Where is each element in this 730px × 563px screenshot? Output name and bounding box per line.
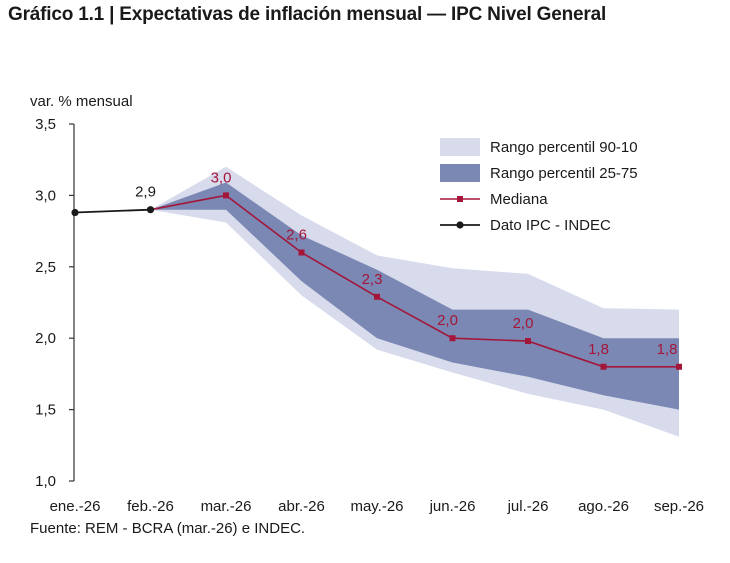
chart-source: Fuente: REM - BCRA (mar.-26) e INDEC. (30, 520, 306, 537)
data-label: 2,6 (286, 227, 307, 244)
x-tick-label: jun.-26 (429, 498, 476, 515)
y-axis-label: var. % mensual (30, 93, 133, 110)
median-marker (449, 335, 456, 342)
x-tick-label: jul.-26 (507, 498, 549, 515)
y-tick-label: 3,5 (35, 116, 56, 133)
data-label: 3,0 (211, 169, 232, 186)
x-tick-label: feb.-26 (127, 498, 174, 515)
median-marker (600, 363, 607, 370)
y-tick-label: 1,5 (35, 402, 56, 419)
data-label: 2,0 (437, 312, 458, 329)
data-label: 2,3 (362, 271, 383, 288)
y-tick-label: 2,5 (35, 259, 56, 276)
x-tick-label: ago.-26 (578, 498, 629, 515)
x-tick-label: ene.-26 (50, 498, 101, 515)
median-marker (525, 338, 531, 345)
legend-swatch-90-10 (440, 138, 480, 156)
legend-label: Dato IPC - INDEC (490, 217, 611, 234)
data-label: 2,0 (513, 315, 534, 332)
y-tick-label: 2,0 (35, 330, 56, 347)
x-tick-label: abr.-26 (278, 498, 325, 515)
median-marker (676, 363, 682, 370)
band-percentile-25-75 (150, 182, 679, 410)
legend-swatch-indec-marker (456, 221, 464, 229)
x-tick-label: may.-26 (350, 498, 403, 515)
y-tick-label: 1,0 (35, 473, 56, 490)
legend-label: Rango percentil 90-10 (490, 139, 638, 156)
median-marker (298, 249, 305, 256)
legend-swatch-median-marker (457, 196, 463, 202)
y-tick-label: 3,0 (35, 187, 56, 204)
legend-swatch-25-75 (440, 164, 480, 182)
x-tick-label: sep.-26 (654, 498, 704, 515)
indec-line (74, 208, 151, 214)
indec-marker (71, 208, 79, 217)
median-marker (223, 192, 229, 199)
legend-label: Mediana (490, 191, 548, 208)
data-label: 2,9 (135, 184, 156, 201)
data-label: 1,8 (588, 341, 609, 358)
data-label: 1,8 (657, 341, 678, 358)
legend-label: Rango percentil 25-75 (490, 165, 638, 182)
x-tick-label: mar.-26 (201, 498, 252, 515)
chart-title: Gráfico 1.1 | Expectativas de inflación … (8, 4, 607, 25)
median-marker (374, 293, 380, 300)
median-line (150, 194, 679, 368)
indec-marker (146, 206, 155, 214)
